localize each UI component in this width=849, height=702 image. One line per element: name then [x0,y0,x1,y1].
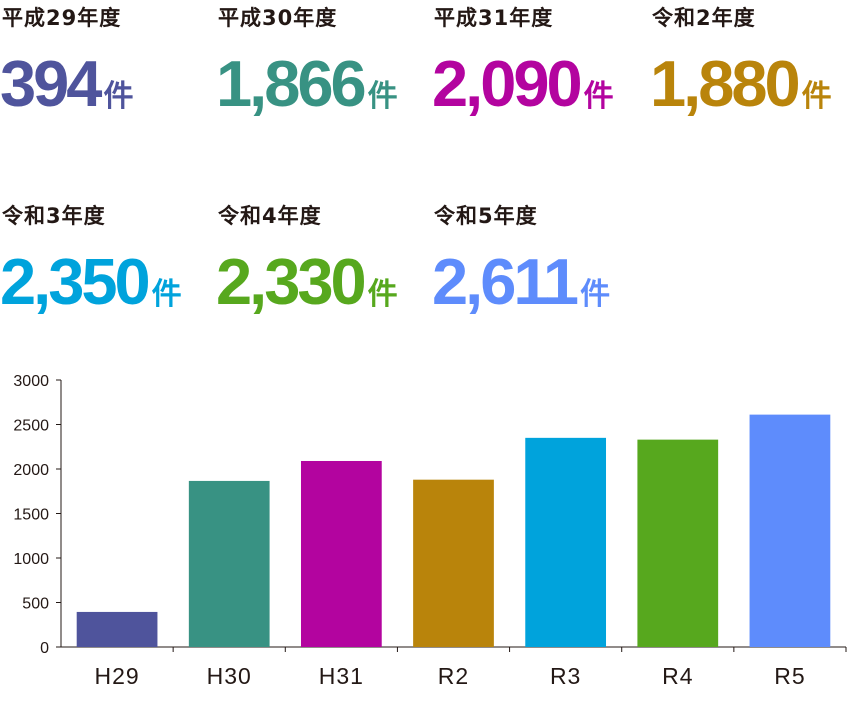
x-tick-label: R3 [550,663,581,689]
bar-chart: 0 500 1000 1500 2000 2500 3000 H29 H30 H31 R2 R3 R4… [13,373,847,689]
stat-unit: 件 [151,277,182,312]
stat-unit: 件 [801,79,832,114]
x-tick-label: H31 [319,663,364,689]
bar-r2 [413,479,494,647]
bar-r3 [525,437,607,647]
stat-number: 2,350 [0,245,151,318]
x-axis: H29 H30 H31 R2 R3 R4 R5 [61,646,847,689]
stat-label: 令和2年度 [652,6,756,30]
stat-value: 2,090 件 [432,46,614,121]
bar-h30 [188,480,270,647]
y-tick-label: 0 [40,640,49,657]
stat-value: 2,350 件 [0,244,182,319]
stat-unit: 件 [583,79,614,114]
y-tick-label: 2500 [13,418,49,435]
bar-h31 [300,460,382,647]
bars [76,414,831,647]
x-tick-label: H29 [94,663,139,689]
stat-number: 2,090 [432,47,583,120]
stat-value: 2,611 件 [432,244,610,319]
bar-h29 [76,611,158,647]
stat-number: 1,880 [650,47,801,120]
bar-r4 [637,439,719,647]
stat-label: 平成30年度 [218,6,338,30]
stat-number: 2,330 [216,245,367,318]
stat-value: 2,330 件 [216,244,398,319]
x-tick-label: R2 [438,663,469,689]
stat-number: 2,611 [432,245,579,318]
y-tick-label: 1000 [13,551,49,568]
stat-value: 1,880 件 [650,46,832,121]
stat-unit: 件 [103,79,134,114]
x-tick-label: R5 [774,663,805,689]
y-tick-label: 1500 [13,507,49,524]
stat-label: 令和4年度 [218,204,322,228]
stat-value: 1,866 件 [216,46,398,121]
y-tick-label: 3000 [13,373,49,390]
stat-unit: 件 [580,277,611,312]
stats-summary: 平成29年度 394 件 平成30年度 1,866 件 平成31年度 2,090 件 … [0,0,849,340]
y-tick-label: 500 [22,596,49,613]
bar-r5 [749,414,831,647]
stat-number: 1,866 [216,47,367,120]
stat-unit: 件 [367,79,398,114]
y-tick-label: 2000 [13,462,49,479]
stat-unit: 件 [367,277,398,312]
stat-label: 平成31年度 [434,6,554,30]
stat-label: 平成29年度 [2,6,122,30]
x-tick-label: R4 [662,663,693,689]
x-tick-label: H30 [207,663,252,689]
stat-value: 394 件 [0,46,133,121]
stat-label: 令和5年度 [434,204,538,228]
y-axis: 0 500 1000 1500 2000 2500 3000 [13,373,62,657]
stat-number: 394 [0,47,102,120]
stat-label: 令和3年度 [2,204,106,228]
